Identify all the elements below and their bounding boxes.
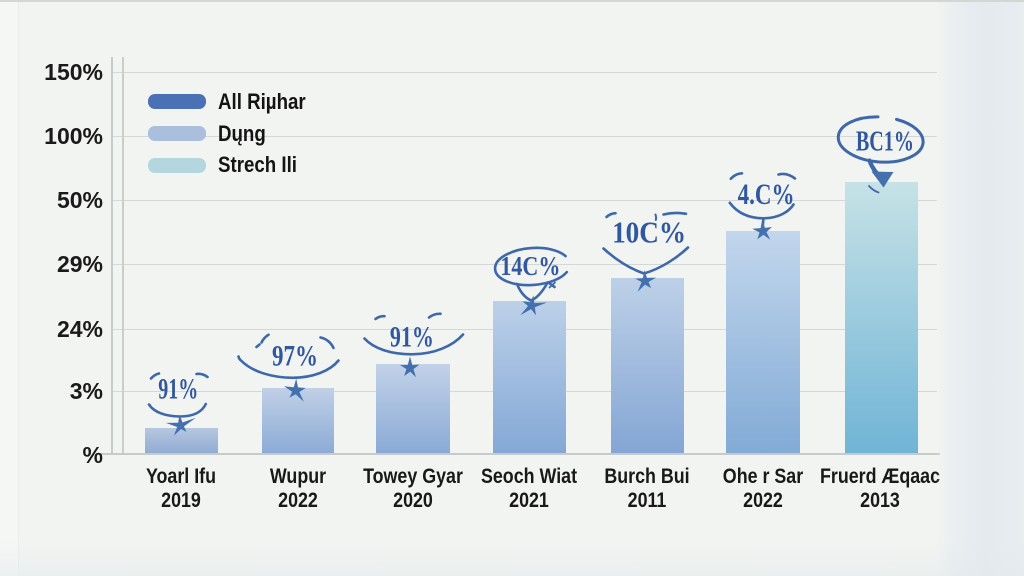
svg-text:10C%: 10C% <box>612 215 686 250</box>
svg-text:91%: 91% <box>158 373 198 406</box>
svg-text:97%: 97% <box>272 340 318 373</box>
svg-text:91%: 91% <box>390 321 434 354</box>
svg-text:BC1%: BC1% <box>856 126 914 158</box>
svg-text:14C%: 14C% <box>500 250 560 281</box>
svg-text:4.C%: 4.C% <box>738 179 795 211</box>
